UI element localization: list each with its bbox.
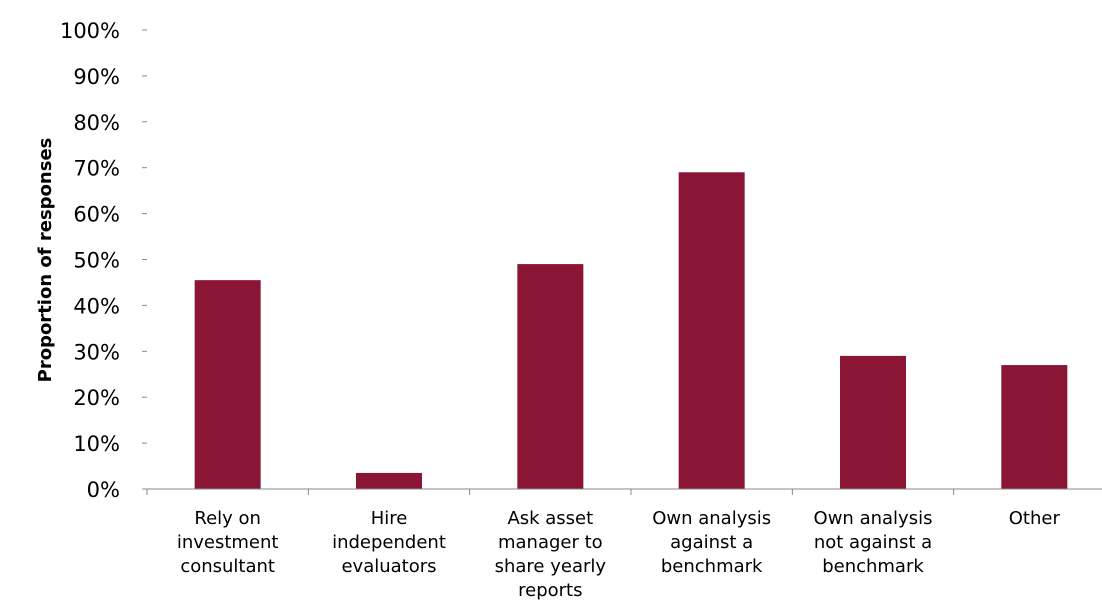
y-tick-label: 20% [73,386,120,410]
x-axis-labels: Rely on investment consultant Hire independe… [177,508,1061,601]
y-tick-label: 100% [60,19,120,43]
y-tick-label: 0% [87,478,120,502]
bar [1001,365,1068,489]
y-tick-label: 40% [73,294,120,318]
category-label: Hire independent evaluators [332,508,446,577]
x-axis-ticks [146,489,955,495]
y-tick-label: 10% [73,432,120,456]
category-label: Ask asset manager to share yearly reports [495,508,607,601]
y-tick-label: 60% [73,203,120,227]
bars [194,172,1068,490]
bar [356,472,422,489]
bar [194,280,261,489]
category-label: Own analysis against a benchmark [652,508,771,577]
category-label: Own analysis not against a benchmark [814,508,933,577]
y-tick-label: 90% [73,65,120,89]
y-axis-title: Proportion of responses [35,138,56,383]
y-tick-label: 30% [73,340,120,364]
y-axis-ticks: 0% 10% 20% 30% 40% 50% 60% 70% 80% 90% 100% [60,19,147,502]
bar [517,264,584,489]
y-tick-label: 80% [73,111,120,135]
bar [840,355,906,489]
category-label: Rely on investment consultant [177,508,279,577]
bar [678,172,745,490]
category-label: Other [1009,508,1061,529]
y-tick-label: 50% [73,249,120,273]
y-tick-label: 70% [73,157,120,181]
